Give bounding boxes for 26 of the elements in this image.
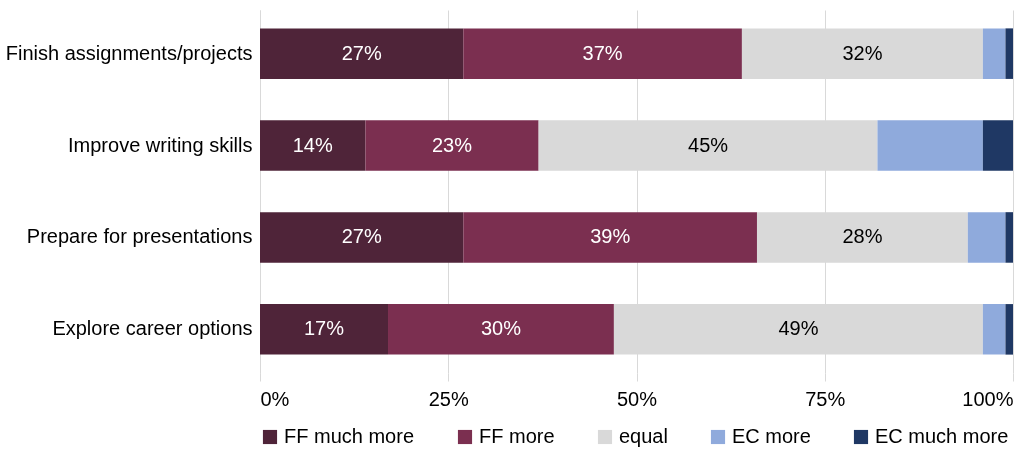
legend-label: equal [619, 425, 668, 447]
y-tick-label: Finish assignments/projects [5, 41, 253, 64]
x-tick-label: 75% [805, 387, 846, 410]
legend-label: FF much more [284, 425, 415, 447]
x-tick-label: 50% [616, 387, 658, 410]
data-label: 39% [590, 225, 631, 248]
legend-label: EC more [732, 425, 811, 447]
data-label: 32% [842, 41, 883, 64]
x-tick-label: 100% [962, 387, 1014, 410]
data-label: 37% [582, 41, 623, 64]
data-label: 27% [341, 41, 382, 64]
legend-label: FF more [479, 425, 555, 447]
y-tick-label: Improve writing skills [68, 133, 253, 156]
data-label: 49% [778, 317, 819, 340]
y-tick-label: Explore career options [52, 317, 253, 340]
data-label: 23% [432, 133, 473, 156]
data-label: 28% [842, 225, 883, 248]
x-tick-label: 25% [428, 387, 469, 410]
x-tick-label: 0% [260, 387, 290, 410]
data-label: 45% [688, 133, 729, 156]
y-tick-label: Prepare for presentations [26, 225, 253, 248]
data-label: 14% [292, 133, 333, 156]
legend-label: EC much more [875, 425, 1009, 447]
data-label: 27% [341, 225, 382, 248]
data-label: 17% [303, 317, 345, 340]
data-label: 30% [480, 317, 522, 340]
